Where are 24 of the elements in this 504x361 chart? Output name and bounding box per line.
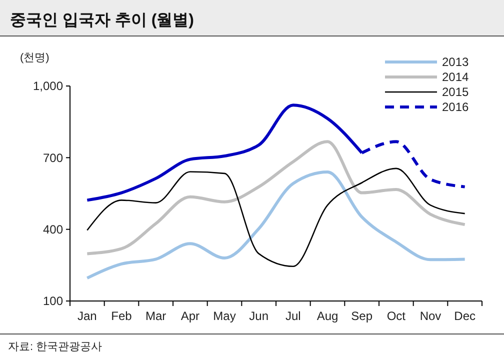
x-tick-label: Jun [249,309,269,323]
legend-label: 2016 [442,100,470,114]
x-tick-label: Jan [77,309,97,323]
x-tick-label: May [213,309,236,323]
y-tick-label: 400 [42,222,64,237]
x-tick-label: Aug [316,309,338,323]
y-axis-title: (천명) [20,52,50,64]
y-tick-label: 100 [42,294,64,308]
x-tick-label: Jul [285,309,301,323]
y-tick-label: 1,000 [32,79,64,94]
chart-title: 중국인 입국자 추이 (월별) [10,12,194,29]
x-tick-label: Oct [386,309,406,323]
x-tick-label: Dec [454,309,476,323]
line-series [86,140,466,256]
y-tick-label: 700 [42,150,64,165]
x-tick-label: Apr [180,309,200,323]
x-tick-label: Sep [351,309,373,323]
text: 자료: 한국관광공사 [8,341,102,353]
x-tick-label: Feb [111,309,132,323]
x-tick-label: Mar [145,309,166,323]
x-tick-label: Nov [420,309,442,323]
legend-label: 2013 [442,55,470,70]
legend-label: 2015 [442,85,470,100]
legend-label: 2014 [442,70,470,84]
